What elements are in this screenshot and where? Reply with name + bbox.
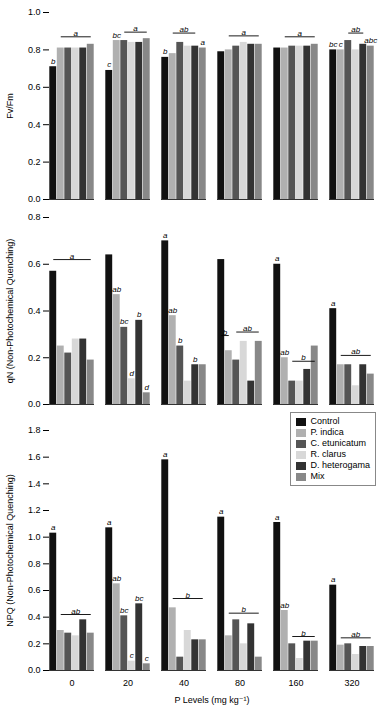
svg-text:160: 160 [288,678,303,688]
svg-text:a: a [242,28,247,37]
svg-text:b: b [193,355,198,364]
svg-text:0.8: 0.8 [28,212,41,222]
svg-text:a: a [331,299,336,308]
svg-text:P Levels (mg kg⁻¹): P Levels (mg kg⁻¹) [174,695,249,705]
svg-text:ab: ab [351,630,360,639]
svg-text:b: b [186,591,191,600]
svg-text:1.6: 1.6 [28,452,41,462]
svg-text:a: a [74,29,79,38]
svg-text:a: a [163,450,168,459]
svg-text:1.0: 1.0 [28,7,41,17]
svg-text:a: a [298,29,303,38]
svg-text:d: d [145,383,150,392]
html-text:D. heterogama: D. heterogama [310,460,370,470]
svg-text:a: a [133,24,138,33]
svg-text:b: b [163,47,168,56]
svg-text:0.2: 0.2 [28,353,41,363]
svg-text:0.6: 0.6 [28,259,41,269]
html-text:Control: Control [310,416,340,426]
svg-text:NPQ (Non-Photochemical Quenchi: NPQ (Non-Photochemical Quenching) [5,474,15,627]
svg-text:0.0: 0.0 [28,665,41,675]
svg-text:0.2: 0.2 [28,639,41,649]
svg-text:1.0: 1.0 [28,532,41,542]
svg-text:ab: ab [112,574,121,583]
svg-text:qN (Non-Photochemical Quenchin: qN (Non-Photochemical Quenching) [5,239,15,384]
svg-text:ab: ab [280,601,289,610]
svg-text:a: a [107,518,112,527]
svg-text:a: a [163,231,168,240]
svg-text:a: a [275,513,280,522]
svg-text:abc: abc [364,36,377,45]
svg-text:40: 40 [179,678,189,688]
svg-text:a: a [201,38,206,47]
svg-text:ab: ab [351,25,360,34]
svg-text:a: a [275,254,280,263]
html-text:Mix: Mix [310,471,325,481]
html-text:P. indica: P. indica [310,427,344,437]
svg-text:c: c [145,654,149,663]
svg-text:b: b [178,336,183,345]
svg-text:ab: ab [351,347,360,356]
svg-text:ab: ab [71,607,80,616]
svg-text:ab: ab [168,306,177,315]
svg-text:a: a [51,523,56,532]
svg-text:1.2: 1.2 [28,505,41,515]
svg-text:20: 20 [123,678,133,688]
svg-text:bc: bc [120,317,128,326]
svg-text:0.0: 0.0 [28,399,41,409]
svg-text:ab: ab [112,285,121,294]
svg-text:b: b [301,629,306,638]
svg-text:ab: ab [180,25,189,34]
svg-text:bc: bc [113,31,121,40]
svg-text:1.4: 1.4 [28,479,41,489]
svg-text:1.8: 1.8 [28,425,41,435]
svg-text:b: b [137,310,142,319]
svg-text:bc: bc [329,40,337,49]
svg-text:320: 320 [344,678,359,688]
svg-text:b: b [51,57,56,66]
svg-text:0.4: 0.4 [28,612,41,622]
svg-text:a: a [70,252,75,261]
svg-text:Fv/Fm: Fv/Fm [5,93,15,119]
svg-text:0.2: 0.2 [28,157,41,167]
svg-text:c: c [130,651,134,660]
html-text:C. etunicatum: C. etunicatum [310,438,366,448]
svg-text:b: b [301,353,306,362]
svg-text:b: b [242,605,247,614]
svg-text:0.6: 0.6 [28,585,41,595]
svg-text:0.4: 0.4 [28,306,41,316]
svg-text:0.8: 0.8 [28,45,41,55]
svg-text:c: c [107,60,111,69]
svg-text:0.4: 0.4 [28,120,41,130]
svg-text:0.0: 0.0 [28,194,41,204]
svg-text:bc: bc [120,606,128,615]
svg-text:bc: bc [135,594,143,603]
svg-text:ab: ab [243,324,252,333]
svg-text:b: b [223,328,228,337]
svg-text:c: c [339,40,343,49]
svg-text:80: 80 [235,678,245,688]
svg-text:0: 0 [69,678,74,688]
svg-text:ab: ab [280,348,289,357]
svg-text:d: d [130,369,135,378]
svg-text:a: a [219,507,224,516]
svg-text:0.6: 0.6 [28,82,41,92]
html-text:R. clarus: R. clarus [310,449,346,459]
svg-text:a: a [331,575,336,584]
svg-text:0.8: 0.8 [28,559,41,569]
